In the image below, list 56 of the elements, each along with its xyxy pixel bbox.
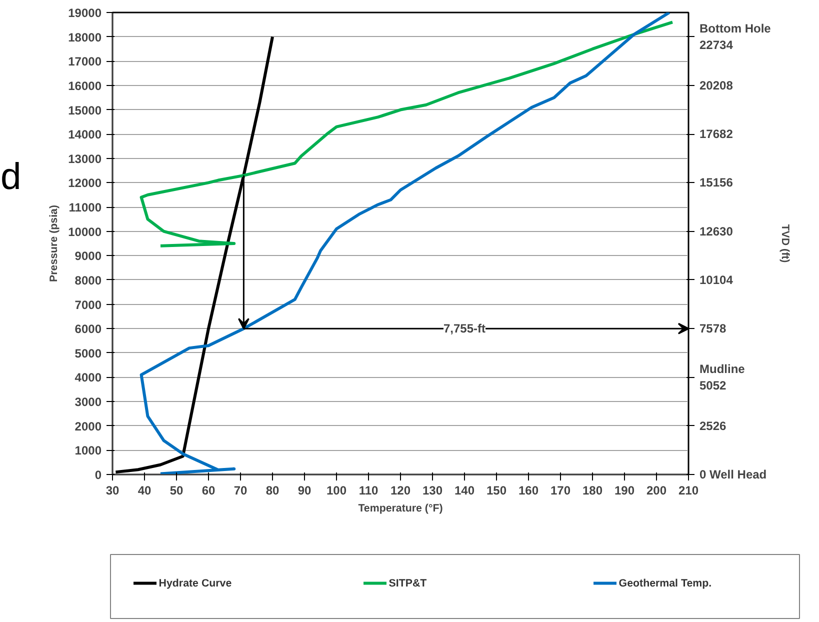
y-tick-label: 15000: [68, 103, 102, 118]
x-tick-label: 60: [202, 484, 216, 498]
y-tick-label: 9000: [74, 249, 102, 264]
legend-label: Geothermal Temp.: [618, 577, 712, 590]
x-tick-label: 150: [486, 484, 507, 498]
y-tick-label: 13000: [68, 152, 102, 166]
legend-label: SITP&T: [388, 577, 428, 590]
y-tick-label: 12000: [68, 176, 102, 190]
y-tick-label: 10000: [68, 224, 102, 239]
y-tick-label: 16000: [68, 78, 102, 93]
y-tick-label: 4000: [74, 370, 102, 385]
legend-label: Hydrate Curve: [158, 577, 232, 590]
y2-tick-label: 10104: [700, 272, 734, 287]
y-tick-label: 7000: [74, 298, 102, 312]
x-axis-title: Temperature (°F): [358, 502, 444, 514]
x-tick-label: 170: [550, 484, 571, 498]
y-tick-label: 14000: [68, 128, 102, 142]
x-tick-label: 100: [326, 484, 347, 498]
x-tick-label: 140: [454, 484, 475, 498]
x-tick-label: 210: [678, 484, 699, 498]
y-tick-label: 8000: [74, 273, 102, 288]
y2-tick-label: 17682: [700, 127, 734, 142]
y-tick-label: 6000: [74, 322, 102, 336]
y2-tick-label: 0 Well Head: [700, 468, 767, 482]
x-tick-label: 190: [614, 484, 635, 498]
y2-tick-label: Bottom Hole 22734: [700, 21, 772, 52]
x-tick-label: 200: [646, 484, 667, 498]
y-tick-label: 1000: [74, 444, 102, 458]
y2-tick-label: 15156: [700, 176, 734, 190]
x-tick-label: 180: [582, 484, 603, 498]
x-tick-label: 30: [106, 484, 120, 498]
y-tick-label: 2000: [74, 419, 102, 434]
y2-tick-label: Mudline 5052: [700, 362, 746, 393]
y-axis-title: Pressure (psia): [48, 204, 60, 282]
x-tick-label: 110: [358, 484, 379, 498]
y2-tick-label: 20208: [700, 78, 734, 92]
y-tick-label: 11000: [68, 200, 102, 215]
y2-tick-label: 2526: [700, 418, 727, 433]
y-tick-label: 5000: [74, 346, 102, 360]
y-tick-label: 3000: [74, 395, 102, 410]
y-tick-label: 18000: [68, 30, 102, 44]
x-tick-label: 80: [266, 484, 280, 498]
y2-tick-label: 12630: [700, 224, 734, 238]
y-tick-label: 0: [94, 468, 102, 482]
x-tick-label: 50: [170, 484, 184, 498]
x-tick-label: 160: [518, 484, 539, 498]
x-tick-label: 70: [234, 484, 248, 498]
y-tick-label: 19000: [68, 6, 102, 20]
y2-tick-label: 7578: [700, 322, 727, 336]
x-tick-label: 40: [138, 484, 152, 498]
x-tick-label: 90: [298, 484, 312, 498]
x-tick-label: 130: [422, 484, 443, 498]
x-tick-label: 120: [390, 484, 411, 498]
y2-axis-title: TVD (ft): [778, 224, 791, 264]
text: d: [0, 154, 22, 197]
y-tick-label: 17000: [68, 54, 102, 69]
